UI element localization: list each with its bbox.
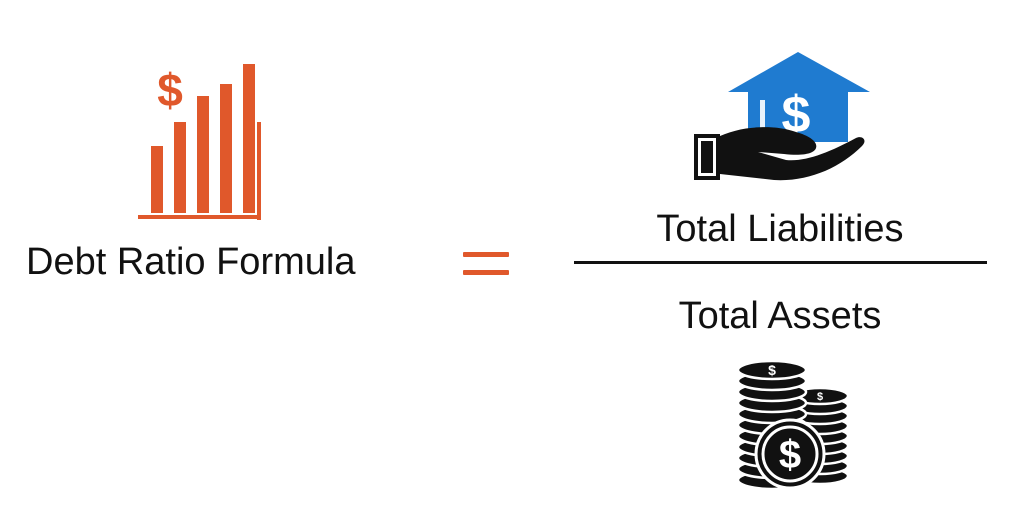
big-coin-dollar-sign: $ [779,433,801,477]
formula-label: Debt Ratio Formula [26,241,356,283]
fraction-line [574,261,987,264]
top-coin-dollar-sign: $ [768,362,776,378]
equals-sign [463,250,509,278]
coin-stacks-dollar-icon: $ $ $ [736,359,850,491]
denominator-total-assets: Total Assets [678,295,882,337]
equals-bar-top [463,252,509,257]
chart-dollar-sign: $ [157,64,183,116]
equals-bar-bottom [463,270,509,275]
growth-chart-dollar-icon: $ [138,64,261,220]
small-coin-dollar-sign: $ [817,391,823,403]
house-on-hand-dollar-icon: $ [694,52,870,181]
numerator-total-liabilities: Total Liabilities [656,208,904,250]
